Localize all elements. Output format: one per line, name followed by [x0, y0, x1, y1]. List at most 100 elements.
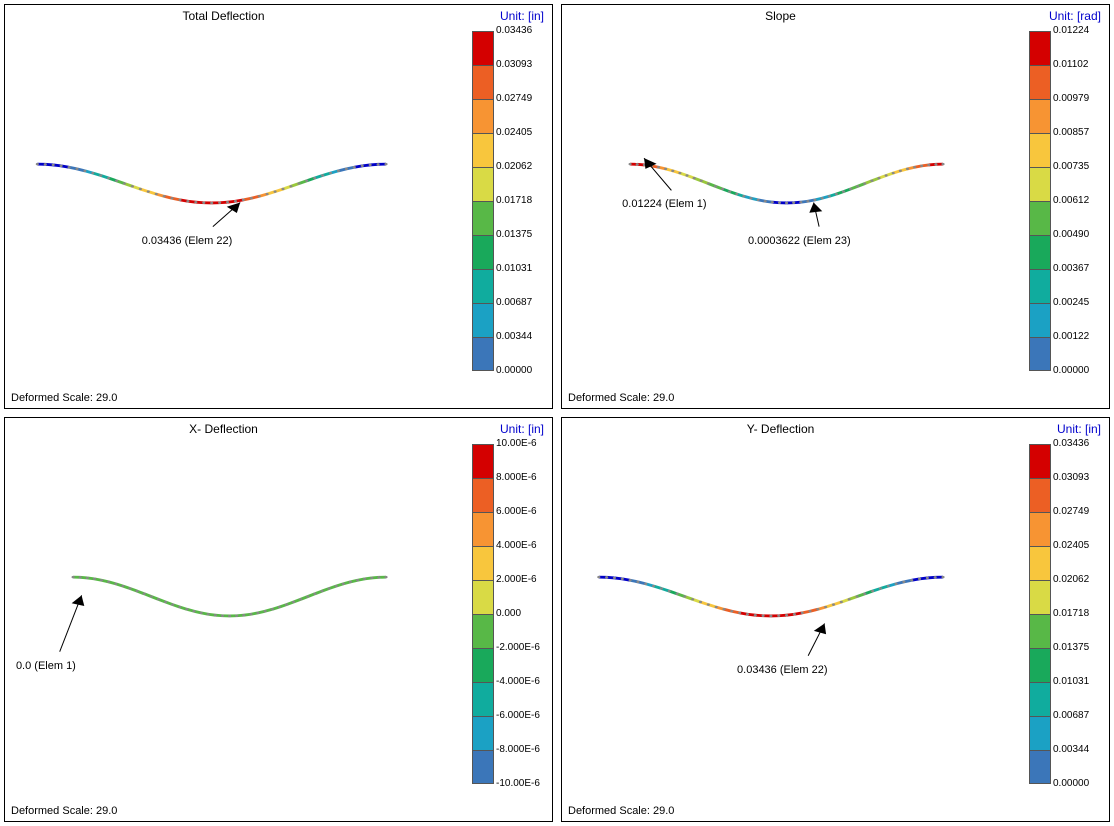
beam-node [906, 168, 909, 170]
beam-node [749, 197, 752, 199]
beam-node [363, 578, 366, 580]
beam-node [927, 164, 930, 166]
beam-node [629, 579, 632, 581]
colorbar-tick-label: 0.03436 [1053, 439, 1089, 449]
beam-node [335, 585, 338, 587]
colorbar-segment [1029, 614, 1051, 648]
beam-node [349, 581, 352, 583]
colorbar-segment [472, 337, 494, 371]
beam-node [115, 180, 118, 182]
beam-node [228, 615, 231, 617]
colorbar-tick-label: -6.000E-6 [496, 711, 540, 721]
beam-node [910, 579, 913, 581]
colorbar-tick-label: 0.01718 [496, 196, 532, 206]
colorbar-segment [1029, 133, 1051, 167]
beam-node [107, 177, 110, 179]
colorbar-tick-label: 0.000 [496, 609, 521, 619]
beam-node [192, 610, 195, 612]
beam-node [806, 200, 809, 202]
beam-node [899, 170, 902, 172]
plot-area [15, 443, 462, 796]
beam-node [353, 166, 356, 168]
colorbar-segment [1029, 478, 1051, 512]
beam-node [178, 199, 181, 201]
colorbar-tick-label: 0.01718 [1053, 609, 1089, 619]
colorbar-tick-label: 0.00344 [1053, 745, 1089, 755]
colorbar-tick-label: -8.000E-6 [496, 745, 540, 755]
beam-node [320, 590, 323, 592]
colorbar-tick-label: -2.000E-6 [496, 643, 540, 653]
unit-label: Unit: [in] [500, 422, 544, 436]
colorbar-tick-label: 0.03093 [496, 60, 532, 70]
colorbar-segment [472, 133, 494, 167]
beam-node [675, 593, 678, 595]
beam-node [221, 615, 224, 617]
colorbar-tick-label: 0.02405 [496, 128, 532, 138]
colorbar-tick-label: 0.01031 [496, 264, 532, 274]
colorbar-segment [472, 648, 494, 682]
beam-node [707, 182, 710, 184]
result-panel: Total DeflectionUnit: [in]Deformed Scale… [4, 4, 553, 409]
beam-node [920, 165, 923, 167]
beam-node [941, 163, 944, 165]
beam-node [813, 199, 816, 201]
beam-node [218, 202, 221, 204]
beam-node [121, 585, 124, 587]
beam-node [202, 202, 205, 204]
beam-node [114, 583, 117, 585]
beam-node [242, 199, 245, 201]
colorbar-segment [472, 303, 494, 337]
beam-node [707, 603, 710, 605]
colorbar-segment [1029, 99, 1051, 133]
beam-node [785, 202, 788, 204]
beam-node [863, 593, 866, 595]
colorbar-tick-label: 0.00857 [1053, 128, 1089, 138]
colorbar-segment [472, 512, 494, 546]
beam-node [143, 593, 146, 595]
beam-node [36, 163, 39, 165]
colorbar-segment [472, 580, 494, 614]
unit-label: Unit: [in] [500, 9, 544, 23]
colorbar-tick-label: 0.00612 [1053, 196, 1089, 206]
colorbar-tick-label: 0.00490 [1053, 230, 1089, 240]
colorbar-segment [472, 546, 494, 580]
colorbar-segment [472, 716, 494, 750]
plot-area [15, 30, 462, 383]
beam-node [256, 612, 259, 614]
beam-node [722, 608, 725, 610]
beam-node [200, 612, 203, 614]
beam-node [699, 601, 702, 603]
beam-node [377, 163, 380, 165]
beam-node [356, 579, 359, 581]
beam-node [321, 174, 324, 176]
colorbar-segment [1029, 716, 1051, 750]
colorbar-segment [472, 444, 494, 478]
beam-node [123, 182, 126, 184]
beam-node [849, 188, 852, 190]
colorbar-tick-label: 0.00687 [496, 298, 532, 308]
beam-node [721, 188, 724, 190]
beam-node [685, 174, 688, 176]
beam-node [306, 595, 309, 597]
beam-node [934, 163, 937, 165]
beam-node [691, 598, 694, 600]
beam-node [754, 614, 757, 616]
plot-area [572, 443, 1019, 796]
panel-title: X- Deflection [5, 422, 442, 436]
beam-node [892, 172, 895, 174]
colorbar-segment [472, 201, 494, 235]
beam-node [769, 615, 772, 617]
colorbar-segment [472, 31, 494, 65]
colorbar-tick-label: 10.00E-6 [496, 439, 537, 449]
beam-node [664, 168, 667, 170]
beam-node [757, 199, 760, 201]
beam-plot [15, 30, 462, 383]
beam-node [871, 590, 874, 592]
colorbar-segment [472, 614, 494, 648]
annotation-label: 0.0 (Elem 1) [16, 660, 76, 672]
colorbar-tick-label: 0.02405 [1053, 541, 1089, 551]
deformed-scale-label: Deformed Scale: 29.0 [11, 805, 117, 817]
beam-node [605, 576, 608, 578]
beam-node [895, 583, 898, 585]
colorbar-tick-label: 0.01031 [1053, 677, 1089, 687]
